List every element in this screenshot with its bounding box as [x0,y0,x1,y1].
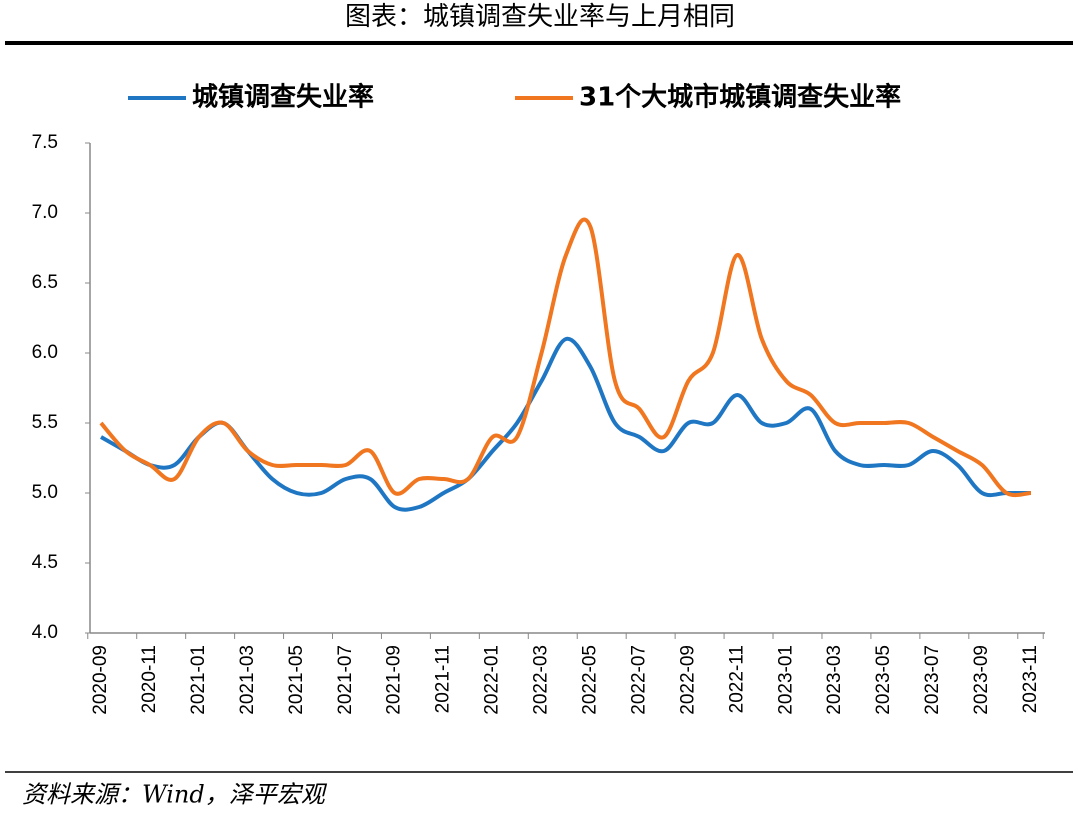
x-tick-label: 2020-09 [90,645,111,715]
legend-label: 城镇调查失业率 [192,82,374,113]
x-tick-label: 2021-03 [237,645,258,715]
y-tick-label: 5.0 [32,482,58,503]
x-tick-label: 2021-11 [433,645,454,713]
x-tick-label: 2022-07 [628,645,649,715]
x-tick-label: 2023-03 [824,645,845,715]
x-tick-label: 2022-01 [482,645,503,715]
x-tick-label: 2021-09 [384,645,405,715]
x-tick-label: 2023-11 [1020,645,1041,713]
x-tick-label: 2023-07 [922,645,943,715]
x-tick-label: 2021-05 [286,645,307,715]
legend-label: 31个大城市城镇调查失业率 [579,82,901,113]
y-tick-label: 5.5 [32,412,58,433]
x-tick-label: 2021-01 [188,645,209,715]
y-tick-label: 4.0 [32,622,58,643]
y-tick-label: 6.5 [32,272,58,293]
y-tick-label: 7.0 [32,202,58,223]
x-tick-label: 2023-09 [971,645,992,715]
y-tick-label: 7.5 [32,132,58,153]
x-tick-label: 2021-07 [335,645,356,715]
line-series [99,217,1032,498]
line-series [100,336,1031,512]
x-tick-label: 2022-09 [677,645,698,715]
source-note: 资料来源：Wind，泽平宏观 [22,781,328,809]
x-tick-label: 2022-03 [531,645,552,715]
title-rule [5,41,1073,45]
x-tick-label: 2020-11 [139,645,160,713]
y-tick-label: 6.0 [32,342,58,363]
y-tick-label: 4.5 [32,552,58,573]
x-tick-label: 2023-05 [873,645,894,715]
x-tick-label: 2022-05 [579,645,600,715]
x-tick-label: 2022-11 [726,645,747,713]
chart-title: 图表：城镇调查失业率与上月相同 [345,2,735,32]
x-tick-label: 2023-01 [775,645,796,715]
